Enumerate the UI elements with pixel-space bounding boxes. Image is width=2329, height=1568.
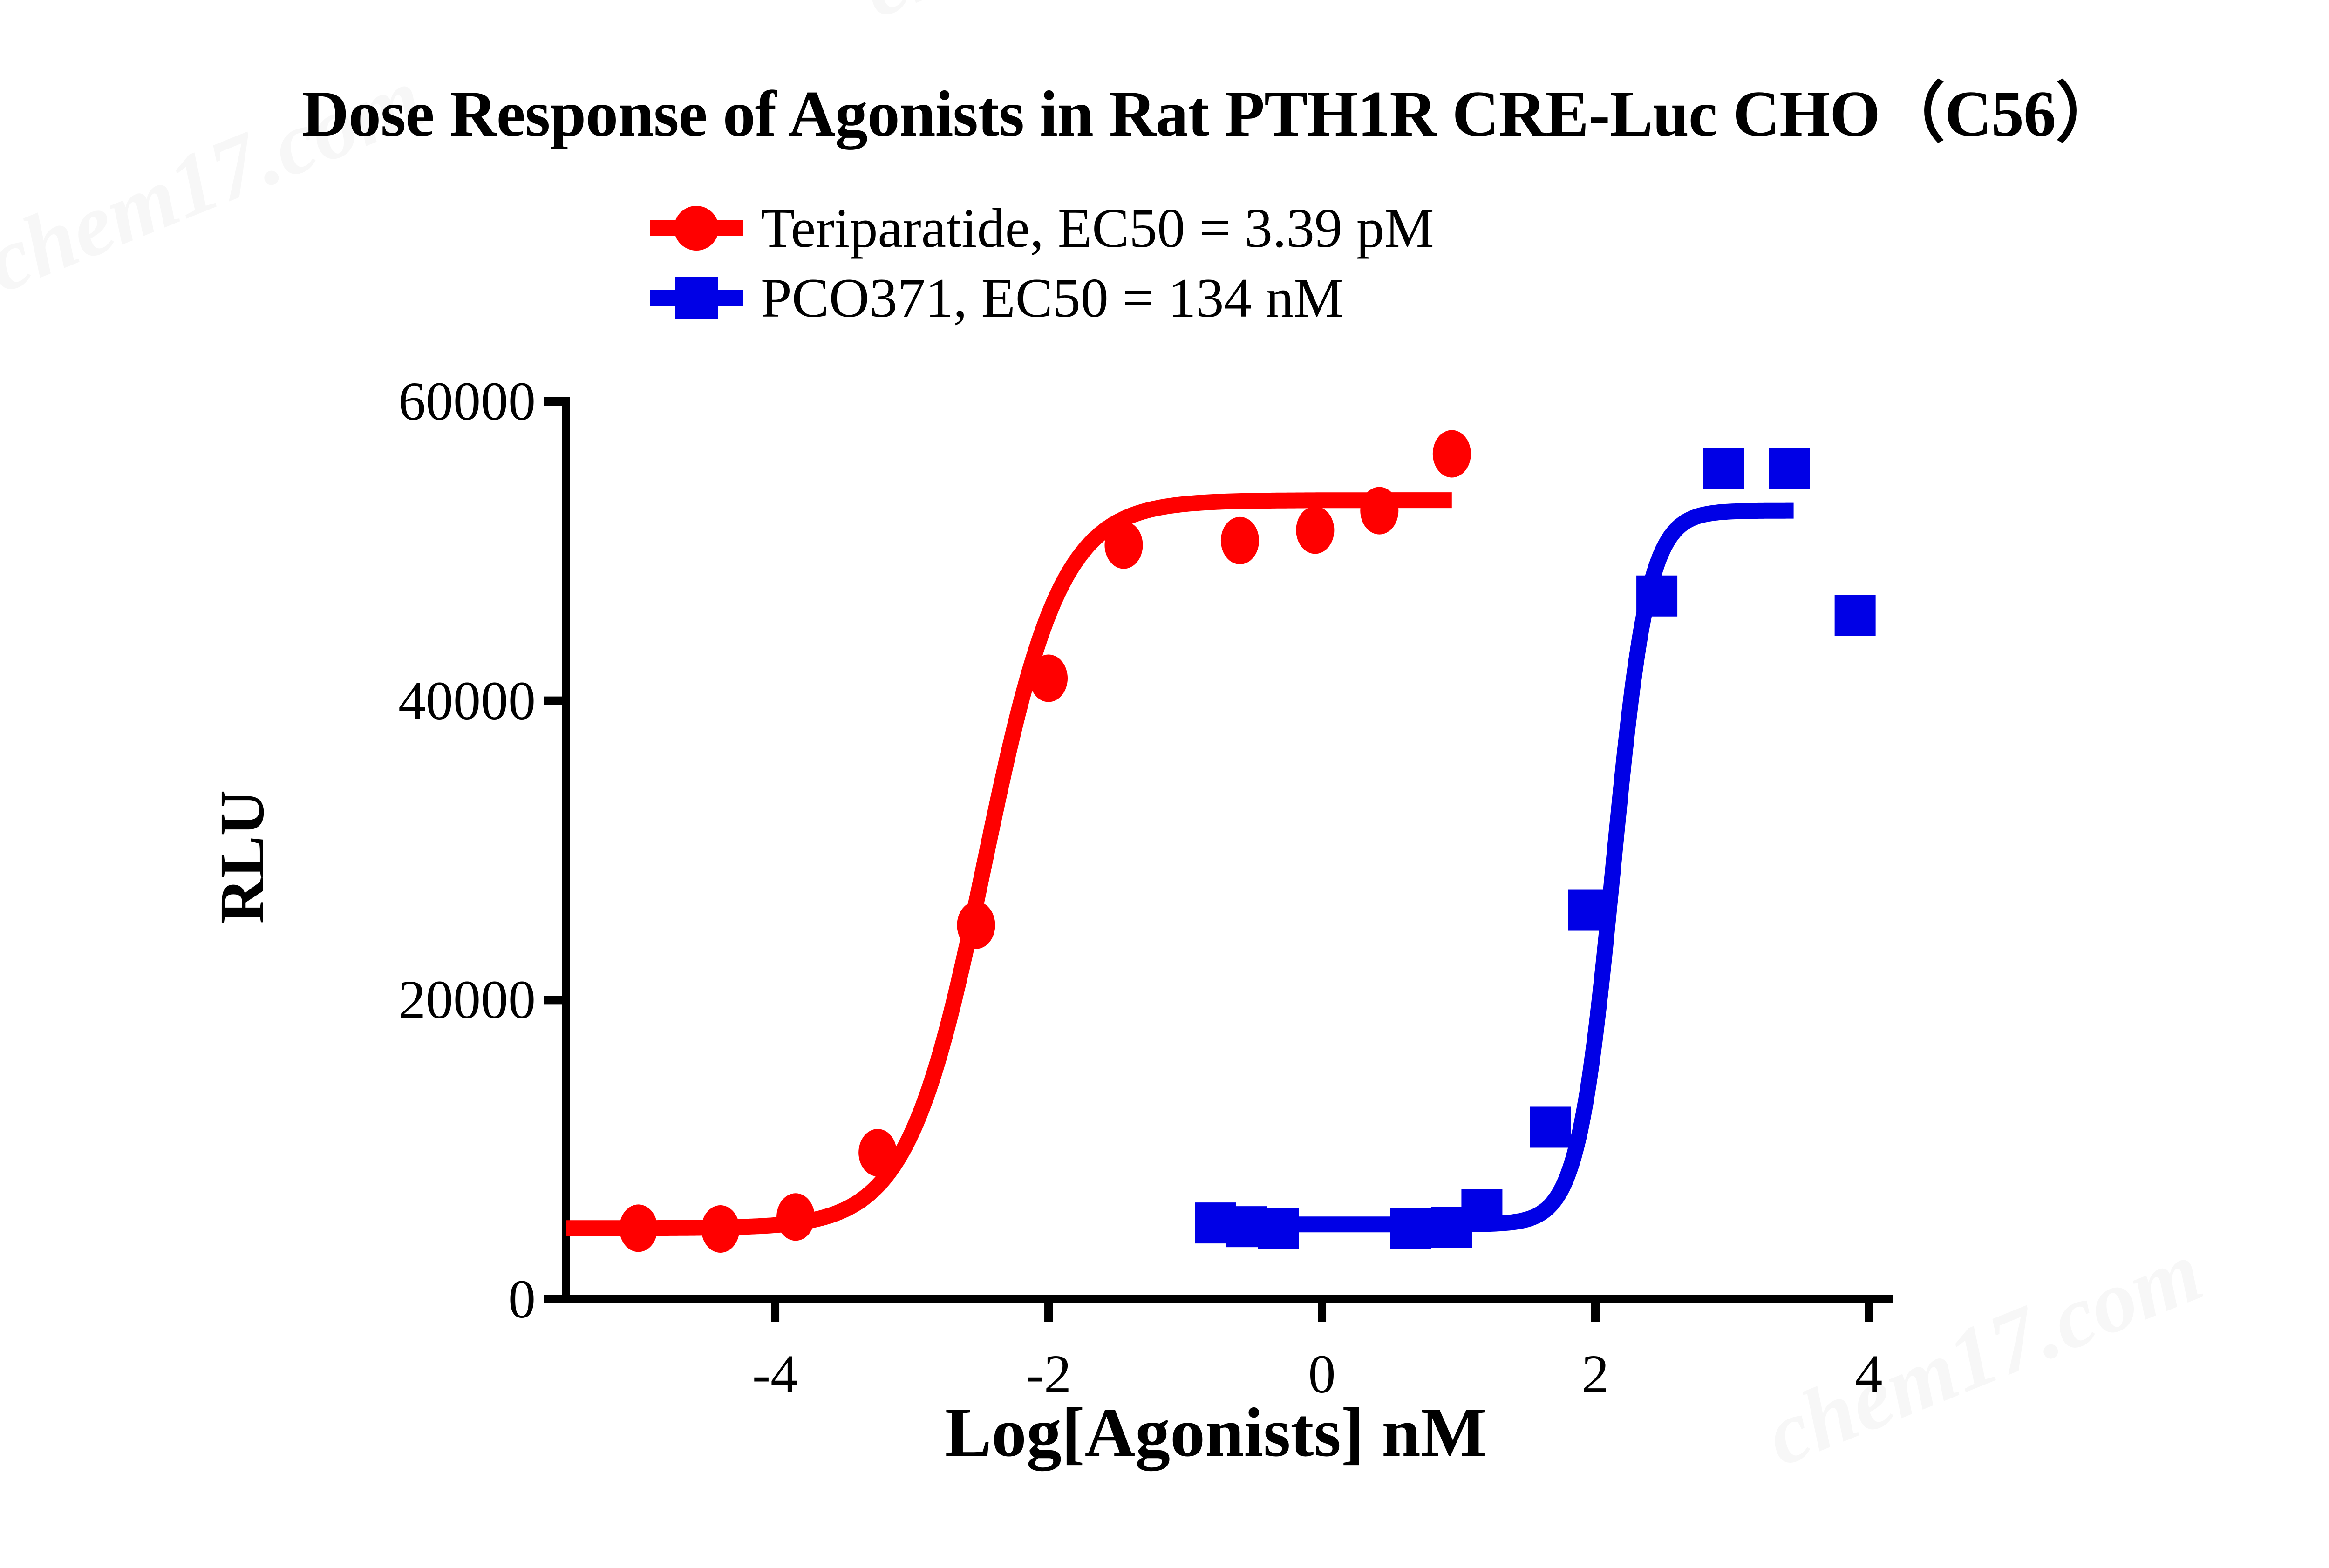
data-point-marker <box>1769 448 1810 489</box>
legend-marker-circle-icon <box>650 206 743 251</box>
legend-label-teriparatide: Teriparatide, EC50 = 3.39 pM <box>761 197 1434 259</box>
data-point-marker <box>701 1205 740 1253</box>
chart-legend: Teriparatide, EC50 = 3.39 pM PCO371, EC5… <box>650 193 1434 333</box>
legend-item-teriparatide: Teriparatide, EC50 = 3.39 pM <box>650 193 1434 263</box>
data-point-marker <box>776 1193 815 1241</box>
data-point-marker <box>1029 654 1068 702</box>
data-point-marker <box>1390 1208 1431 1249</box>
legend-marker-square-icon <box>650 277 743 319</box>
legend-label-pco371: PCO371, EC50 = 134 nM <box>761 267 1344 329</box>
data-point-marker <box>1703 448 1744 489</box>
y-axis-tick-label: 20000 <box>398 969 536 1031</box>
data-point-marker <box>1636 575 1678 617</box>
data-point-marker <box>1104 521 1143 569</box>
fit-curve-pco371 <box>1212 502 1794 1233</box>
data-point-marker <box>1360 487 1399 535</box>
data-point-marker <box>1568 889 1609 931</box>
y-axis-tick-label: 60000 <box>398 371 536 432</box>
fit-curve-teriparatide <box>566 492 1452 1236</box>
x-axis-label: Log[Agonists] nM <box>945 1394 1487 1471</box>
x-axis-tick-label: 2 <box>1581 1344 1609 1405</box>
data-point-marker <box>957 901 995 949</box>
x-axis-tick-label: -4 <box>752 1344 798 1405</box>
data-point-marker <box>1220 516 1259 564</box>
y-axis-tick-label: 0 <box>508 1269 536 1330</box>
data-point-marker <box>1834 595 1876 636</box>
data-point-marker <box>1296 506 1335 554</box>
x-axis-tick-label: 4 <box>1855 1344 1883 1405</box>
data-point-marker <box>1461 1189 1503 1230</box>
chart-title: Dose Response of Agonists in Rat PTH1R C… <box>301 78 2121 150</box>
data-point-marker <box>1530 1106 1571 1148</box>
y-axis-label: RLU <box>207 790 277 924</box>
x-axis-tick-label: 0 <box>1308 1344 1336 1405</box>
y-axis-tick-label: 40000 <box>398 670 536 731</box>
data-point-marker <box>619 1204 658 1252</box>
x-axis-tick-label: -2 <box>1025 1344 1072 1405</box>
data-point-marker <box>1432 430 1471 478</box>
legend-item-pco371: PCO371, EC50 = 134 nM <box>650 263 1434 333</box>
data-point-marker <box>858 1129 897 1177</box>
data-point-marker <box>1258 1208 1299 1249</box>
